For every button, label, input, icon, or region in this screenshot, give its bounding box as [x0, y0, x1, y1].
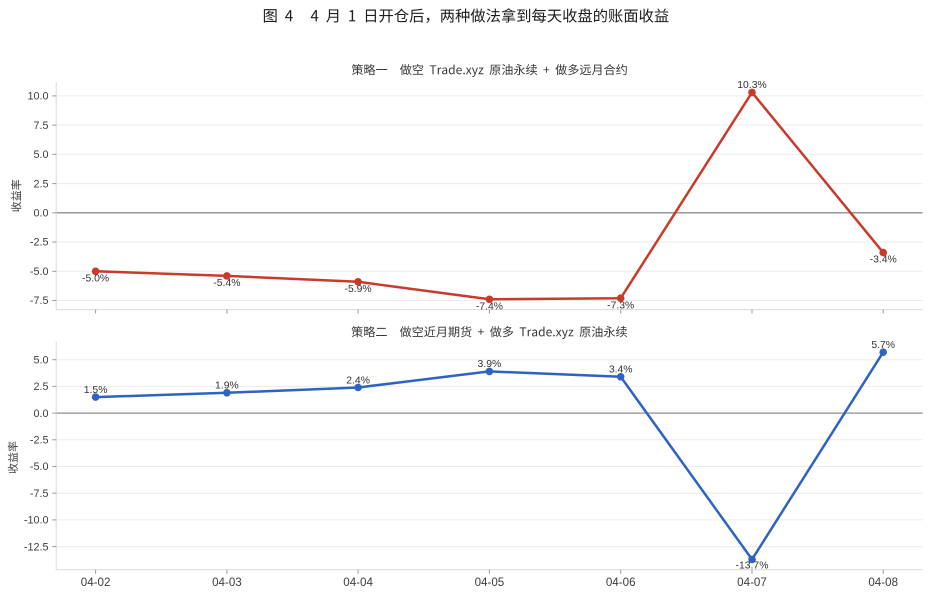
svg-text:10.3%: 10.3% — [737, 80, 766, 91]
svg-text:-7.5: -7.5 — [30, 488, 49, 500]
svg-text:7.5: 7.5 — [33, 120, 48, 132]
svg-text:1.5%: 1.5% — [84, 385, 108, 396]
svg-text:2.4%: 2.4% — [346, 375, 370, 386]
svg-text:5.0: 5.0 — [33, 354, 48, 366]
svg-text:5.7%: 5.7% — [871, 340, 895, 351]
svg-text:1.9%: 1.9% — [215, 381, 239, 392]
svg-text:2.5: 2.5 — [33, 178, 48, 190]
svg-text:-7.5: -7.5 — [30, 295, 49, 307]
svg-text:3.9%: 3.9% — [478, 359, 502, 370]
svg-text:-5.0: -5.0 — [30, 461, 49, 473]
svg-text:0.0: 0.0 — [33, 208, 48, 220]
svg-text:10.0: 10.0 — [27, 91, 48, 103]
svg-text:04-06: 04-06 — [606, 576, 636, 589]
svg-text:-12.5: -12.5 — [24, 541, 49, 553]
svg-text:-2.5: -2.5 — [30, 237, 49, 249]
svg-text:04-07: 04-07 — [737, 576, 767, 589]
svg-text:04-02: 04-02 — [81, 576, 111, 589]
svg-text:-5.9%: -5.9% — [345, 284, 372, 295]
svg-text:3.4%: 3.4% — [609, 365, 633, 376]
svg-text:-2.5: -2.5 — [30, 435, 49, 447]
svg-text:-7.4%: -7.4% — [476, 301, 503, 312]
svg-text:04-04: 04-04 — [343, 576, 373, 589]
svg-text:-7.3%: -7.3% — [607, 300, 634, 311]
svg-text:-5.0%: -5.0% — [82, 273, 109, 284]
svg-text:-10.0: -10.0 — [24, 515, 49, 527]
svg-text:04-05: 04-05 — [475, 576, 505, 589]
svg-text:-5.0: -5.0 — [30, 266, 49, 278]
svg-text:0.0: 0.0 — [33, 408, 48, 420]
svg-text:5.0: 5.0 — [33, 149, 48, 161]
svg-text:04-03: 04-03 — [212, 576, 242, 589]
svg-text:-13.7%: -13.7% — [736, 561, 769, 572]
svg-text:-5.4%: -5.4% — [213, 278, 240, 289]
svg-text:04-08: 04-08 — [868, 576, 898, 589]
svg-text:-3.4%: -3.4% — [870, 255, 897, 266]
svg-text:2.5: 2.5 — [33, 381, 48, 393]
